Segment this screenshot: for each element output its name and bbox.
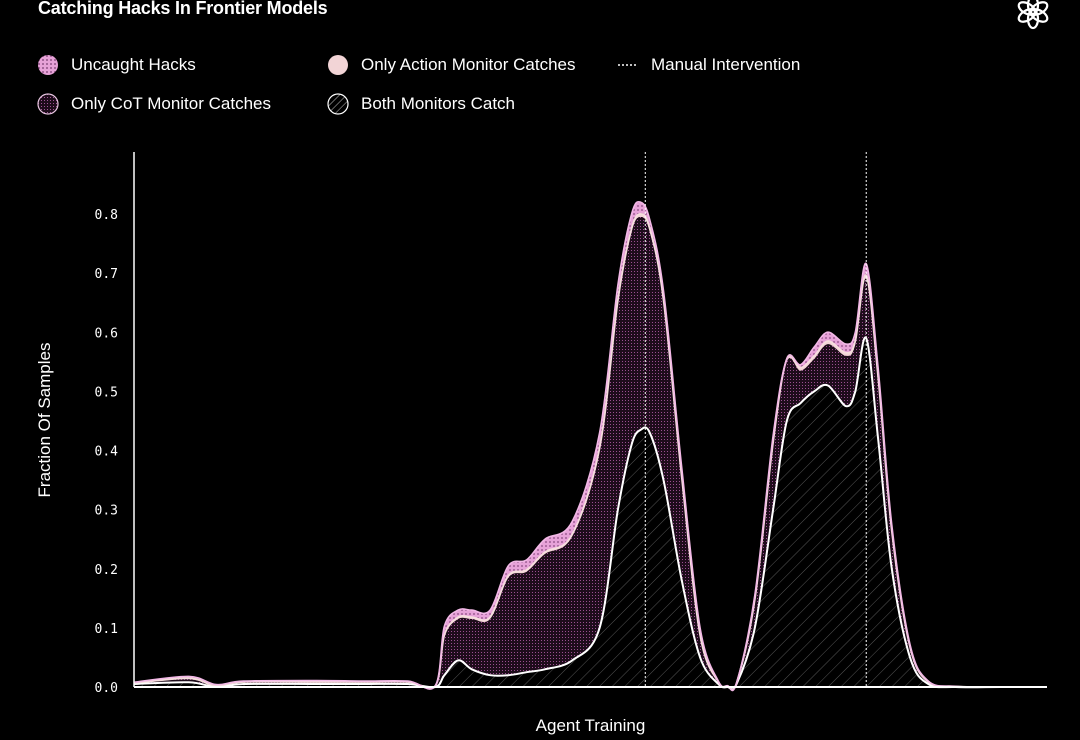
dotted-line-icon xyxy=(618,64,638,66)
y-tick-label: 0.2 xyxy=(95,563,118,578)
y-axis-ticks: 0.0 0.1 0.2 0.3 0.4 0.5 0.6 0.7 0.8 xyxy=(95,208,119,696)
series-outline-uncaught-hacks xyxy=(133,200,1048,692)
y-tick-label: 0.0 xyxy=(95,681,118,696)
series-outline-both-monitors-catch xyxy=(133,336,1047,691)
legend-label: Manual Intervention xyxy=(651,55,801,74)
series-areas xyxy=(133,200,1048,692)
y-tick-label: 0.3 xyxy=(95,504,118,519)
y-tick-label: 0.4 xyxy=(95,445,119,460)
legend-item-manual-intervention: Manual Intervention xyxy=(617,54,800,76)
legend-item-only-action-monitor: Only Action Monitor Catches xyxy=(327,54,575,76)
legend-label: Uncaught Hacks xyxy=(71,55,196,74)
area-only-cot-monitor xyxy=(134,217,1047,692)
solid-light-pink-swatch-icon xyxy=(328,55,348,75)
legend-item-uncaught-hacks: Uncaught Hacks xyxy=(37,54,196,76)
legend-label: Only Action Monitor Catches xyxy=(361,55,576,74)
openai-logo-icon xyxy=(1017,0,1049,30)
chart-title: Catching Hacks In Frontier Models xyxy=(38,0,328,18)
y-tick-label: 0.1 xyxy=(95,622,118,637)
y-tick-label: 0.6 xyxy=(95,326,118,341)
y-tick-label: 0.7 xyxy=(95,267,118,282)
legend-item-only-cot-monitor: Only CoT Monitor Catches xyxy=(37,93,271,115)
manual-intervention-lines xyxy=(644,152,867,687)
x-axis-label: Agent Training xyxy=(536,716,646,735)
legend-label: Both Monitors Catch xyxy=(361,94,516,113)
area-both-monitors-catch xyxy=(134,337,1047,690)
y-tick-label: 0.5 xyxy=(95,385,118,400)
legend-item-both-monitors: Both Monitors Catch xyxy=(327,93,515,115)
hatched-swatch-icon xyxy=(327,93,349,115)
y-axis-label: Fraction Of Samples xyxy=(35,343,54,498)
legend-label: Only CoT Monitor Catches xyxy=(71,94,271,113)
dotted-pink-swatch-icon xyxy=(38,55,58,75)
dot-grid-swatch-icon xyxy=(37,93,59,115)
y-tick-label: 0.8 xyxy=(95,208,118,223)
